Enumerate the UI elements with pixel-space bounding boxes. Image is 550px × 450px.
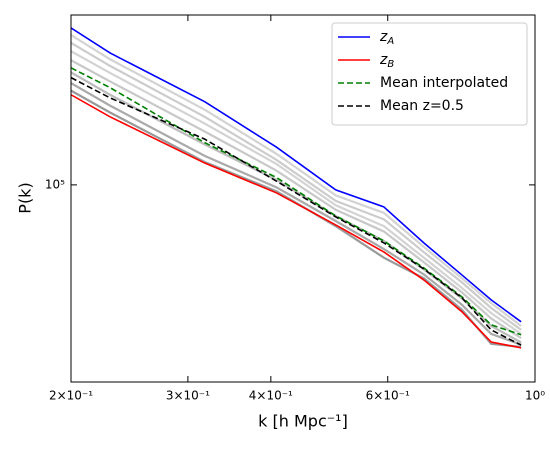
legend-label: Mean z=0.5: [380, 98, 464, 114]
x-tick-label: 10⁰: [525, 389, 545, 403]
series-line: [71, 27, 522, 323]
series-line: [71, 71, 522, 344]
legend-box: [331, 22, 528, 126]
legend-label: zB: [379, 52, 394, 70]
legend-label: Mean interpolated: [380, 75, 508, 91]
x-tick-label: 6×10⁻¹: [366, 389, 410, 403]
series-line: [71, 34, 522, 327]
plot-frame: [70, 14, 536, 383]
x-tick-label: 2×10⁻¹: [49, 389, 93, 403]
series-line: [71, 76, 522, 346]
series-line: [71, 50, 522, 335]
y-axis-label: P(k): [16, 182, 35, 213]
legend-label: zA: [379, 29, 394, 47]
plot-lines: [71, 27, 522, 349]
series-line: [71, 94, 522, 349]
x-axis-label: k [h Mpc⁻¹]: [258, 412, 348, 431]
x-tick-label: 3×10⁻¹: [166, 389, 210, 403]
series-line: [71, 59, 522, 340]
x-tick-label: 4×10⁻¹: [249, 389, 293, 403]
series-line: [71, 41, 522, 331]
series-line: [71, 82, 522, 346]
y-tick-label: 10⁵: [45, 177, 65, 191]
series-line: [71, 89, 522, 349]
